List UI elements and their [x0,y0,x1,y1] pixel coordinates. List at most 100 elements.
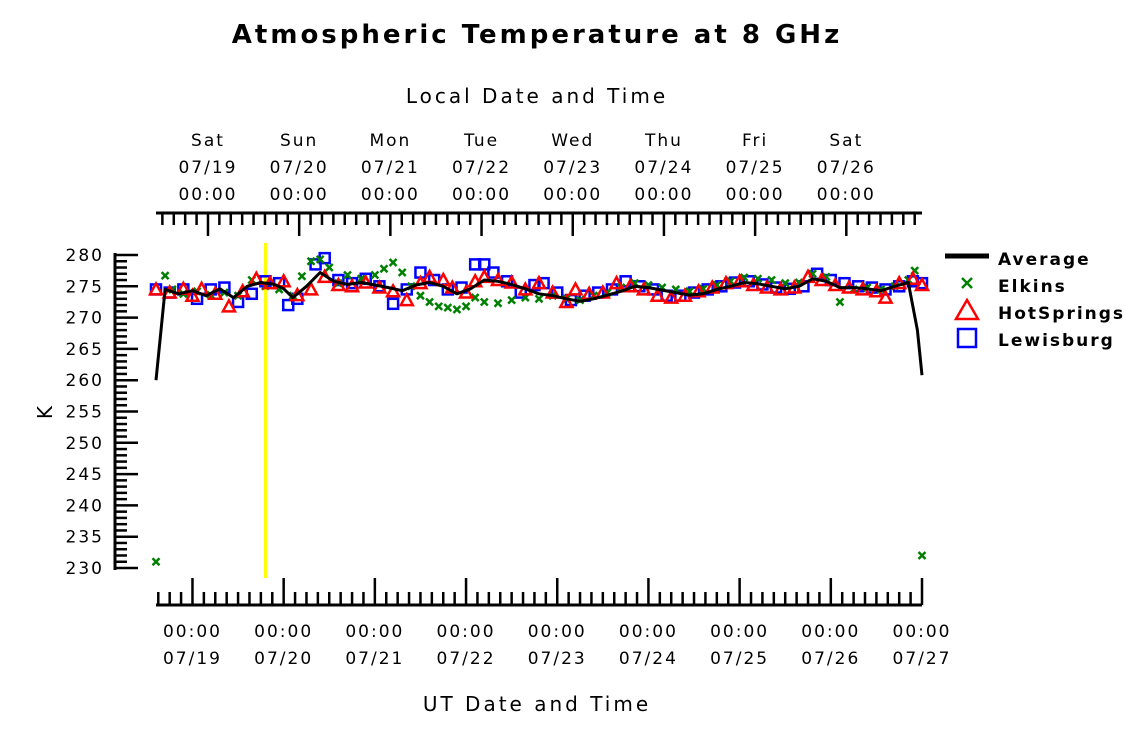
top-tick-label-date: 07/19 [178,158,237,178]
y-axis-title: K [33,403,57,419]
data-point-elkins [479,297,489,307]
data-point-elkins [397,268,407,277]
data-point-hotsprings [663,288,680,304]
data-point-elkins [470,293,480,302]
bottom-tick-label-time: 00:00 [801,622,860,642]
x-stroke [767,275,776,285]
x-stroke [416,291,425,301]
data-point-elkins [452,305,462,314]
data-point-hotsprings [544,283,561,299]
series-hotsprings [147,268,931,313]
data-point-elkins [507,295,517,305]
data-point-elkins [160,271,170,281]
data-point-hotsprings [913,276,931,292]
data-point-elkins [315,254,325,264]
top-tick-label-date: 07/26 [817,158,876,178]
data-point-lewisburg [309,258,322,271]
top-tick-label-weekday: Fri [742,131,768,151]
data-point-elkins [434,301,444,311]
data-point-hotsprings [220,297,238,313]
y-tick-label: 255 [66,403,104,423]
data-point-elkins [306,256,316,266]
bottom-tick-label-time: 00:00 [254,622,313,642]
data-point-hotsprings [503,273,520,289]
bottom-tick-label-time: 00:00 [619,622,678,642]
data-point-elkins [297,271,307,281]
bottom-tick-label-time: 00:00 [528,622,587,642]
bottom-tick-label-time: 00:00 [163,622,222,642]
x-stroke [356,274,366,284]
bottom-tick-label-date: 07/26 [801,649,860,669]
x-stroke [961,277,973,289]
legend-label-hotsprings: HotSprings [998,304,1125,324]
data-point-elkins [835,297,845,307]
y-tick-label: 245 [66,465,104,485]
data-point-hotsprings [567,280,584,296]
chart-title: Atmospheric Temperature at 8 GHz [232,20,842,50]
data-point-elkins [151,557,161,567]
x-stroke [397,268,407,277]
top-tick-label-weekday: Sat [191,131,225,151]
top-tick-label-date: 07/20 [270,158,329,178]
y-tick-label: 250 [66,434,104,454]
y-tick-label: 265 [66,340,104,360]
y-tick-label: 280 [66,246,104,266]
x-stroke [425,297,434,307]
data-point-hotsprings [704,278,721,294]
data-point-elkins [416,291,425,301]
x-stroke [343,270,352,280]
top-tick-label-date: 07/24 [634,158,693,178]
top-tick-label-weekday: Mon [369,131,411,151]
bottom-tick-label-date: 07/27 [893,649,952,669]
x-stroke [151,557,161,567]
x-stroke [370,270,380,280]
data-point-hotsprings [275,272,292,288]
bottom-tick-label-date: 07/22 [437,649,496,669]
top-tick-label-time: 00:00 [361,185,420,205]
y-tick-label: 270 [66,309,104,329]
top-tick-label-weekday: Thu [644,131,683,151]
x-stroke [835,297,845,307]
data-point-elkins [388,258,398,267]
top-tick-label-weekday: Sun [280,131,318,151]
x-stroke [306,256,316,266]
axes: Sat 07/19 00:00 Sun 07/20 00:00 Mon 07/21 00:00 T… [66,131,952,669]
x-stroke [461,301,471,311]
x-stroke [534,294,544,304]
bottom-tick-label-date: 07/19 [163,649,222,669]
data-point-elkins [493,298,503,308]
x-stroke [452,305,462,314]
data-point-lewisburg [386,297,400,311]
top-tick-label-time: 00:00 [726,185,785,205]
data-point-elkins [534,294,544,304]
data-point-hotsprings [690,282,707,298]
x-stroke [493,298,503,308]
bottom-tick-label-date: 07/21 [345,649,404,669]
x-stroke [443,303,453,312]
x-stroke [434,301,444,311]
data-point-hotsprings [184,287,201,302]
legend: Average Elkins HotSprings Lewisburg [945,250,1125,351]
top-tick-label-time: 00:00 [178,185,237,205]
data-point-hotsprings [398,291,415,307]
legend-swatch-elkins [961,277,973,289]
top-tick-label-date: 07/23 [543,158,602,178]
data-point-elkins [425,297,434,307]
y-tick-label: 230 [66,559,104,579]
bottom-tick-label-date: 07/24 [619,649,678,669]
top-tick-label-weekday: Tue [463,131,499,151]
top-tick-label-time: 00:00 [270,185,329,205]
x-axis-title: UT Date and Time [423,692,651,716]
data-point-hotsprings [476,268,493,284]
top-tick-label-time: 00:00 [452,185,511,205]
bottom-tick-label-date: 07/20 [254,649,313,669]
x-stroke [388,258,398,267]
data-point-hotsprings [877,288,894,304]
bottom-tick-label-time: 00:00 [345,622,404,642]
data-point-elkins [324,263,334,272]
x-stroke [297,271,307,281]
data-point-elkins [917,551,927,560]
legend-label-lewisburg: Lewisburg [998,331,1115,351]
x-stroke [479,297,489,307]
legend-swatch-lewisburg [956,327,978,349]
